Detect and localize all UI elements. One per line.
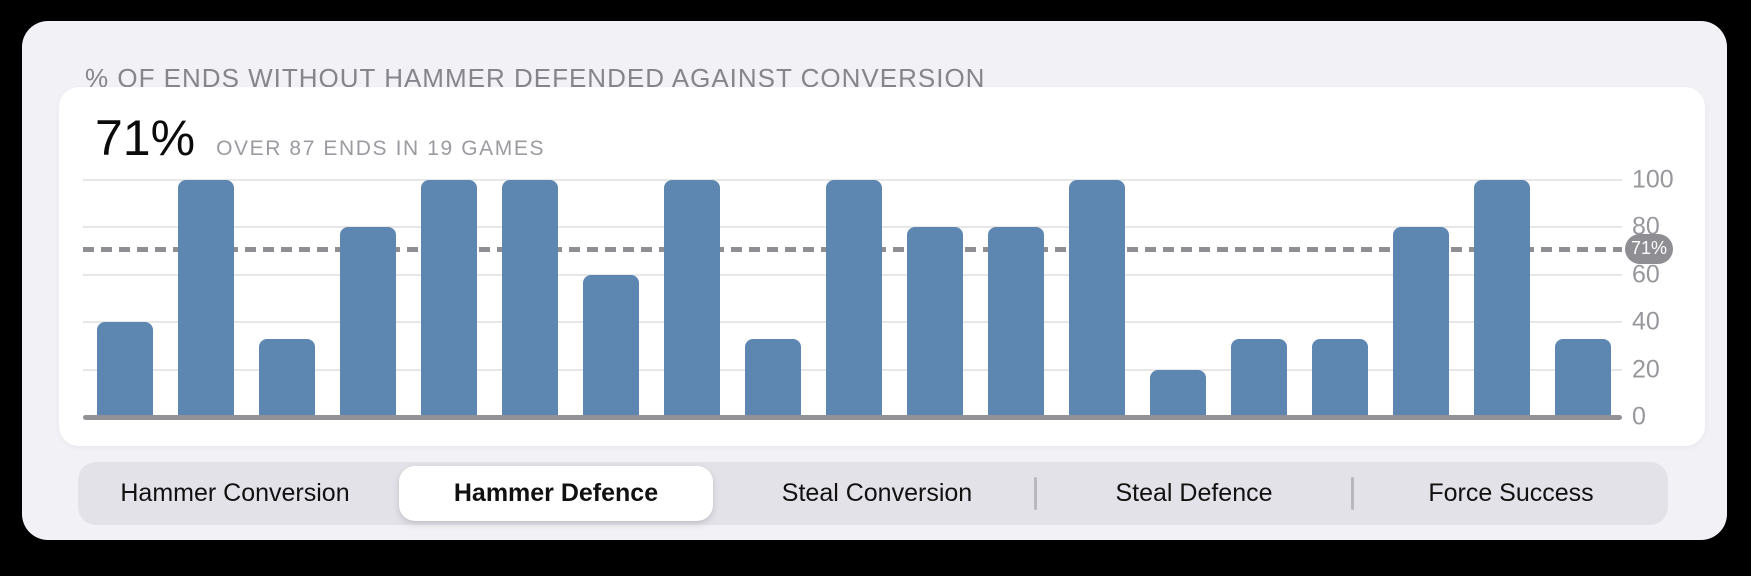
tab-steal-defence[interactable]: Steal Defence xyxy=(1115,479,1273,507)
bar-game-11 xyxy=(907,227,963,417)
bar-game-12 xyxy=(988,227,1044,417)
bar-game-10 xyxy=(826,180,882,417)
bar-game-4 xyxy=(340,227,396,417)
bar-game-3 xyxy=(259,338,315,417)
tab-hammer-conversion[interactable]: Hammer Conversion xyxy=(120,479,350,507)
bar-game-6 xyxy=(502,180,558,417)
stat-type-segmented-control: Hammer Conversion Hammer Defence Steal Con… xyxy=(78,462,1668,525)
bar-game-15 xyxy=(1231,338,1287,417)
bar-chart-plot xyxy=(83,179,1622,420)
segment-divider xyxy=(1034,477,1037,510)
target-percentage-badge: 71% xyxy=(1625,233,1673,264)
bar-game-7 xyxy=(583,274,639,417)
bar-game-9 xyxy=(745,338,801,417)
segment-divider xyxy=(1351,477,1354,510)
chart-card: 71% OVER 87 ENDS IN 19 GAMES 0 20 40 60 80 10… xyxy=(59,87,1705,446)
bar-game-5 xyxy=(421,180,477,417)
summary-stat: 71% OVER 87 ENDS IN 19 GAMES xyxy=(95,109,545,167)
bar-game-17 xyxy=(1393,227,1449,417)
bar-game-1 xyxy=(97,322,153,417)
bar-game-14 xyxy=(1150,369,1206,417)
bar-game-2 xyxy=(178,180,234,417)
y-tick-label-100: 100 xyxy=(1632,165,1674,194)
y-tick-label-20: 20 xyxy=(1632,355,1660,384)
x-axis-line xyxy=(83,415,1622,420)
bar-game-13 xyxy=(1069,180,1125,417)
stat-caption: OVER 87 ENDS IN 19 GAMES xyxy=(216,137,546,160)
stat-value: 71% xyxy=(95,110,196,166)
tab-hammer-defence[interactable]: Hammer Defence xyxy=(399,466,713,521)
bar-game-16 xyxy=(1312,338,1368,417)
y-tick-label-60: 60 xyxy=(1632,260,1660,289)
bar-game-18 xyxy=(1474,180,1530,417)
stats-panel: % OF ENDS WITHOUT HAMMER DEFENDED AGAINS… xyxy=(22,21,1727,540)
tab-force-success[interactable]: Force Success xyxy=(1428,479,1594,507)
tab-steal-conversion[interactable]: Steal Conversion xyxy=(781,479,973,507)
bar-game-8 xyxy=(664,180,720,417)
y-tick-label-0: 0 xyxy=(1632,402,1646,431)
y-tick-label-40: 40 xyxy=(1632,307,1660,336)
bar-game-19 xyxy=(1555,338,1611,417)
